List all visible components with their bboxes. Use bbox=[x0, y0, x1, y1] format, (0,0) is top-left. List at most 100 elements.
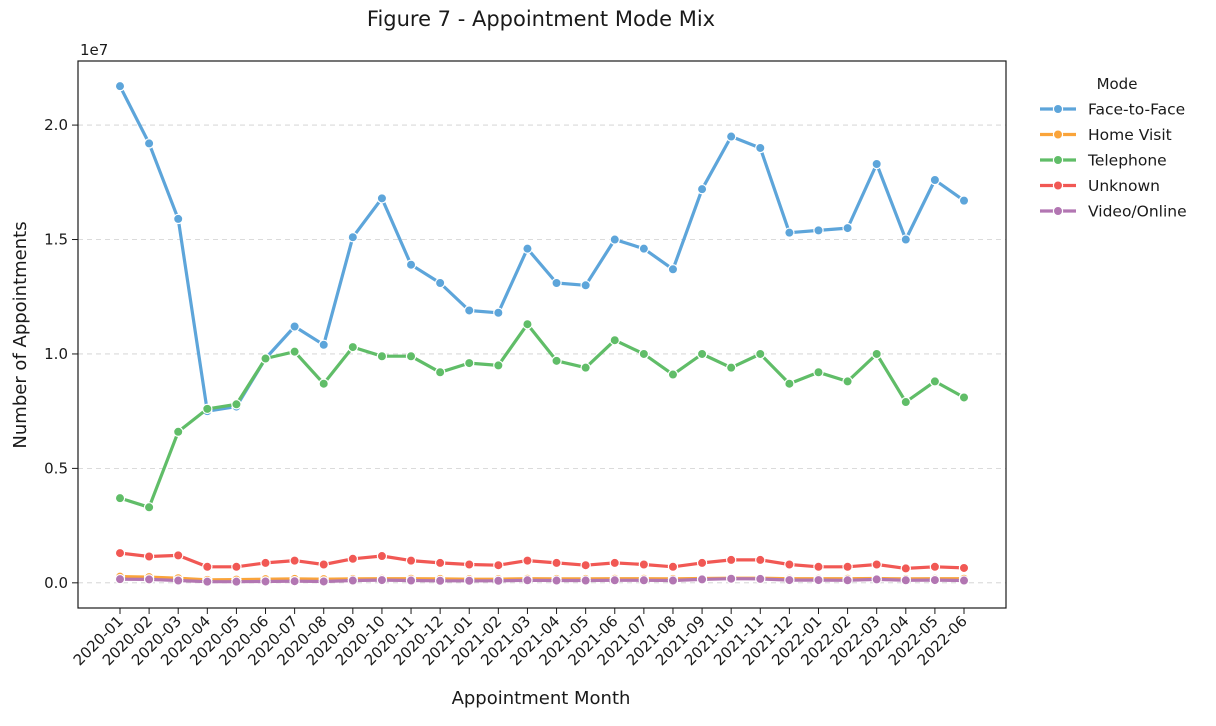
data-point bbox=[173, 575, 184, 586]
data-point bbox=[784, 227, 795, 238]
y-tick-label: 1.5 bbox=[44, 231, 68, 249]
data-point bbox=[522, 555, 533, 566]
y-tick-label: 0.0 bbox=[44, 574, 68, 592]
data-point bbox=[434, 575, 446, 586]
data-point bbox=[114, 492, 126, 504]
grid bbox=[78, 124, 1006, 584]
data-point bbox=[580, 362, 591, 373]
data-point bbox=[725, 131, 737, 142]
data-point bbox=[900, 396, 911, 408]
data-point bbox=[464, 559, 475, 570]
data-point bbox=[900, 234, 911, 245]
legend: Mode Face-to-Face Home Visit Telephone Unkn… bbox=[1040, 75, 1187, 221]
data-point bbox=[725, 362, 737, 373]
data-point bbox=[289, 576, 300, 587]
legend-label: Face-to-Face bbox=[1088, 101, 1185, 119]
data-point bbox=[114, 80, 126, 92]
data-point bbox=[667, 561, 679, 573]
legend-label: Video/Online bbox=[1088, 203, 1187, 221]
data-point bbox=[202, 561, 213, 573]
y-scale-label: 1e7 bbox=[80, 41, 108, 59]
data-point bbox=[638, 348, 650, 360]
data-point bbox=[434, 557, 446, 569]
series-lines bbox=[114, 80, 970, 587]
data-point bbox=[493, 575, 504, 586]
data-point bbox=[929, 561, 941, 573]
data-point bbox=[609, 234, 620, 245]
data-point bbox=[813, 561, 824, 573]
data-point bbox=[609, 335, 620, 346]
legend-marker bbox=[1052, 129, 1064, 140]
data-point bbox=[143, 551, 155, 562]
data-point bbox=[376, 193, 388, 204]
data-point bbox=[638, 575, 650, 586]
data-point bbox=[958, 195, 970, 206]
data-point bbox=[784, 574, 795, 586]
data-point bbox=[289, 555, 300, 566]
data-point bbox=[755, 573, 766, 585]
data-point bbox=[143, 502, 155, 513]
series-line bbox=[118, 322, 966, 509]
data-point bbox=[318, 559, 329, 570]
data-point bbox=[813, 574, 824, 586]
data-point bbox=[405, 555, 417, 566]
data-point bbox=[871, 559, 882, 570]
data-point bbox=[318, 378, 329, 389]
data-point bbox=[522, 319, 533, 330]
data-point bbox=[289, 346, 300, 357]
data-point bbox=[755, 142, 766, 154]
data-point bbox=[784, 378, 795, 389]
data-point bbox=[551, 355, 562, 367]
legend-marker bbox=[1052, 205, 1064, 217]
data-point bbox=[958, 575, 970, 586]
data-point bbox=[493, 560, 504, 571]
data-point bbox=[464, 575, 475, 586]
data-point bbox=[347, 232, 359, 243]
data-point bbox=[260, 576, 271, 587]
data-point bbox=[143, 138, 155, 149]
series-telephone bbox=[114, 319, 970, 513]
data-point bbox=[260, 557, 271, 569]
data-point bbox=[900, 563, 911, 574]
data-point bbox=[260, 353, 271, 364]
data-point bbox=[667, 575, 679, 586]
data-point bbox=[813, 367, 824, 378]
data-point bbox=[173, 213, 184, 225]
data-point bbox=[347, 553, 359, 564]
data-point bbox=[813, 225, 824, 236]
data-point bbox=[289, 321, 300, 332]
data-point bbox=[318, 339, 329, 350]
data-point bbox=[493, 360, 504, 371]
data-point bbox=[696, 574, 708, 585]
chart-title: Figure 7 - Appointment Mode Mix bbox=[367, 7, 715, 31]
x-axis-label: Appointment Month bbox=[452, 688, 631, 709]
data-point bbox=[784, 559, 795, 570]
legend-marker bbox=[1052, 154, 1064, 166]
data-point bbox=[696, 348, 708, 360]
y-tick-label: 2.0 bbox=[44, 116, 68, 134]
data-point bbox=[900, 575, 911, 586]
data-point bbox=[871, 158, 882, 170]
data-point bbox=[522, 575, 533, 586]
data-point bbox=[464, 357, 475, 369]
data-point bbox=[725, 554, 737, 566]
axes: 0.00.51.01.52.02020-012020-022020-032020… bbox=[44, 116, 971, 669]
data-point bbox=[173, 426, 184, 437]
data-point bbox=[842, 561, 853, 573]
data-point bbox=[958, 392, 970, 403]
y-tick-label: 0.5 bbox=[44, 459, 68, 477]
data-point bbox=[376, 550, 388, 562]
data-point bbox=[143, 574, 155, 585]
data-point bbox=[842, 575, 853, 586]
series-unknown bbox=[114, 547, 970, 574]
data-point bbox=[871, 348, 882, 360]
data-point bbox=[173, 550, 184, 561]
y-axis-label: Number of Appointments bbox=[10, 221, 31, 448]
legend-label: Telephone bbox=[1087, 152, 1167, 170]
data-point bbox=[929, 174, 941, 186]
legend-marker bbox=[1052, 180, 1064, 191]
data-point bbox=[434, 277, 446, 289]
data-point bbox=[580, 280, 591, 291]
